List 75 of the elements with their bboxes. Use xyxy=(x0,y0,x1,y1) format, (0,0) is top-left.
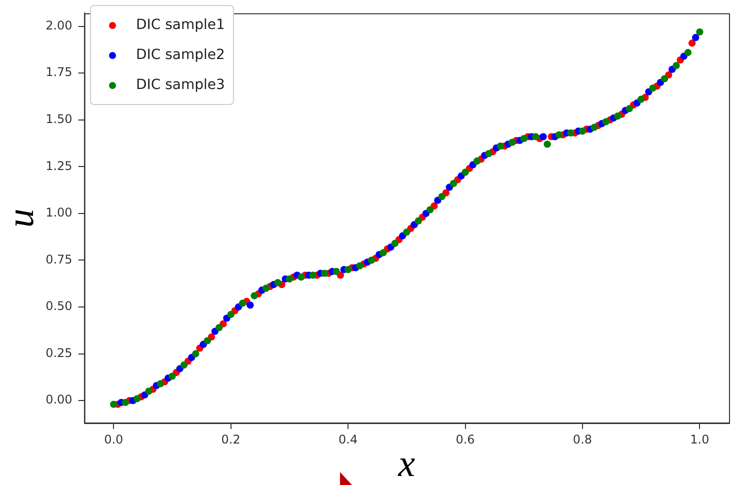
point xyxy=(368,256,376,264)
legend-label: DIC sample2 xyxy=(136,47,225,63)
point xyxy=(672,62,680,70)
point xyxy=(626,105,633,112)
y-tick-label: 0.00 xyxy=(46,392,72,407)
point xyxy=(508,138,516,146)
y-axis-title: u xyxy=(0,208,42,228)
point xyxy=(133,395,141,402)
point xyxy=(122,398,129,406)
x-tick-label: 0.2 xyxy=(221,432,240,446)
point xyxy=(696,28,704,36)
point xyxy=(246,302,254,309)
point xyxy=(426,206,434,214)
point xyxy=(540,133,547,140)
y-tick-label: 1.25 xyxy=(46,158,72,173)
x-axis-title: x xyxy=(397,443,416,485)
point xyxy=(614,112,622,120)
point xyxy=(192,350,200,358)
y-tick-label: 1.50 xyxy=(46,112,72,126)
point xyxy=(286,275,294,283)
x-tick-label: 0.6 xyxy=(456,432,475,446)
point xyxy=(204,337,211,344)
point xyxy=(684,48,692,56)
point xyxy=(321,270,328,277)
y-tick-label: 0.75 xyxy=(46,252,72,266)
legend-label: DIC sample3 xyxy=(136,77,225,93)
point xyxy=(403,228,410,236)
point xyxy=(649,84,656,92)
x-tick-label: 0.8 xyxy=(572,432,592,446)
point xyxy=(216,324,223,332)
point xyxy=(332,268,340,276)
point xyxy=(438,192,446,200)
point xyxy=(544,140,551,148)
point xyxy=(578,127,586,135)
point xyxy=(590,124,598,131)
point xyxy=(637,96,645,103)
y-tick-label: 0.50 xyxy=(46,299,72,314)
point xyxy=(496,142,504,150)
x-tick-label: 1.0 xyxy=(690,432,710,446)
x-tick-label: 0.0 xyxy=(104,432,124,446)
point xyxy=(692,34,700,42)
point xyxy=(688,40,696,47)
point xyxy=(356,262,364,270)
point xyxy=(250,292,258,300)
point xyxy=(450,180,458,188)
point xyxy=(391,240,399,247)
y-tick-label: 1.75 xyxy=(46,65,72,80)
x-tick-label: 0.4 xyxy=(338,432,358,446)
point xyxy=(602,118,610,126)
point xyxy=(473,157,481,165)
point xyxy=(567,129,574,137)
point xyxy=(344,266,352,274)
point xyxy=(555,131,563,138)
point xyxy=(532,133,540,140)
point xyxy=(156,380,164,388)
point xyxy=(660,75,668,82)
point xyxy=(380,249,387,256)
legend-label: DIC sample1 xyxy=(136,17,225,33)
point xyxy=(168,372,176,380)
y-tick-label: 0.25 xyxy=(46,346,72,360)
point xyxy=(227,310,234,318)
point xyxy=(180,361,188,369)
y-tick-label: 1.00 xyxy=(46,206,72,220)
point xyxy=(309,272,316,279)
point xyxy=(462,168,469,176)
point xyxy=(145,388,152,395)
y-tick-label: 2.00 xyxy=(46,18,72,32)
point xyxy=(520,134,528,142)
point xyxy=(110,400,118,408)
point xyxy=(274,279,282,286)
point xyxy=(298,273,305,281)
point xyxy=(238,300,246,307)
point xyxy=(485,150,492,158)
point xyxy=(262,284,270,292)
point xyxy=(414,217,422,225)
